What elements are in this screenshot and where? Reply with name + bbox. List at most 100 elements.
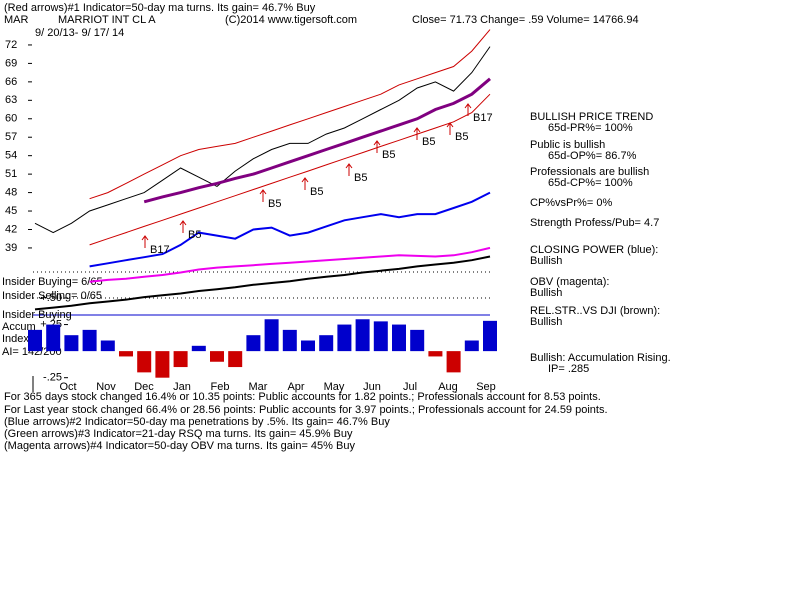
y-tick-label: 45	[5, 205, 17, 217]
x-tick-label: Nov	[96, 381, 116, 393]
accum-bar	[210, 351, 224, 362]
x-tick-label: Jul	[403, 381, 417, 393]
footer-line: (Green arrows)#3 Indicator=21-day RSQ ma…	[4, 428, 353, 440]
signal-arrow	[464, 103, 472, 116]
status-text: REL.STR..VS DJI (brown):	[530, 305, 660, 317]
signal-arrow	[301, 177, 309, 190]
accum-bar	[46, 324, 61, 352]
accum-bar	[373, 321, 388, 352]
symbol: MAR	[4, 14, 29, 26]
y-tick-label: 54	[5, 150, 17, 162]
series-line	[34, 46, 491, 234]
y-tick-label: 72	[5, 39, 17, 51]
accum-bar	[355, 319, 370, 352]
accum-bar	[82, 329, 97, 352]
accum-bar	[282, 329, 297, 352]
signal-arrow	[413, 127, 421, 140]
status-text: BULLISH PRICE TREND	[530, 111, 653, 123]
x-tick-label: Jan	[173, 381, 191, 393]
series-line	[89, 93, 491, 246]
status-text: 65d-PR%= 100%	[548, 122, 633, 134]
accum-bar	[246, 335, 261, 352]
accum-bar	[191, 345, 206, 352]
accum-bar	[119, 351, 133, 357]
series-line	[89, 29, 491, 200]
x-tick-label: Aug	[438, 381, 458, 393]
series-line	[143, 77, 491, 204]
copyright: (C)2014 www.tigersoft.com	[225, 14, 357, 26]
y-tick-label: 69	[5, 57, 17, 69]
x-tick-label: Sep	[476, 381, 496, 393]
insider-text: Insider Buying= 6/65	[2, 276, 103, 288]
status-text: Strength Profess/Pub= 4.7	[530, 217, 659, 229]
status-text: CP%vsPr%= 0%	[530, 197, 612, 209]
signal-label: B5	[382, 149, 395, 161]
signal-arrow	[446, 122, 454, 135]
signal-label: B5	[268, 198, 281, 210]
x-tick-label: Apr	[287, 381, 304, 393]
accum-bar	[410, 329, 425, 352]
y-tick-label: 60	[5, 113, 17, 125]
status-text: IP= .285	[548, 363, 589, 375]
footer-line: (Magenta arrows)#4 Indicator=50-day OBV …	[4, 440, 355, 452]
signal-arrow	[259, 189, 267, 202]
accum-bar	[100, 340, 115, 352]
x-tick-label: Dec	[134, 381, 154, 393]
status-text: Public is bullish	[530, 139, 605, 151]
status-text: 65d-CP%= 100%	[548, 177, 633, 189]
signal-label: B17	[473, 112, 493, 124]
footer-line: (Blue arrows)#2 Indicator=50-day ma pene…	[4, 416, 390, 428]
accum-bar	[446, 351, 461, 373]
insider-text: Accum	[2, 321, 36, 333]
date-range: 9/ 20/13- 9/ 17/ 14	[35, 27, 124, 39]
status-text: Bullish	[530, 287, 562, 299]
status-text: 65d-OP%= 86.7%	[548, 150, 637, 162]
y-tick-label: 63	[5, 94, 17, 106]
accum-bar	[392, 324, 406, 352]
status-text: Bullish: Accumulation Rising.	[530, 352, 671, 364]
status-text: Professionals are bullish	[530, 166, 649, 178]
accum-tick-label: -.25	[43, 372, 62, 384]
header-line: (Red arrows)#1 Indicator=50-day ma turns…	[4, 2, 316, 14]
insider-text: Index	[2, 333, 29, 345]
signal-label: B5	[455, 131, 468, 143]
accum-bar	[137, 351, 152, 373]
signal-label: B5	[422, 136, 435, 148]
y-tick-label: 42	[5, 223, 17, 235]
status-text: CLOSING POWER (blue):	[530, 244, 658, 256]
status-text: Bullish	[530, 316, 562, 328]
series-line	[34, 255, 491, 311]
accum-bar	[464, 340, 479, 352]
y-tick-label: 51	[5, 168, 17, 180]
quote: Close= 71.73 Change= .59 Volume= 14766.9…	[412, 14, 639, 26]
accum-bar	[483, 320, 497, 352]
signal-label: B5	[310, 186, 323, 198]
accum-bar	[155, 351, 170, 378]
footer-line: For Last year stock changed 66.4% or 28.…	[4, 404, 608, 416]
accum-tick-label: +.50	[40, 292, 62, 304]
y-tick-label: 57	[5, 131, 17, 143]
insider-text: Insider Selling= 0/65	[2, 290, 102, 302]
signal-arrow	[141, 235, 149, 248]
accum-bar	[319, 335, 334, 352]
accum-bar	[337, 324, 352, 352]
accum-bar	[428, 351, 443, 357]
x-tick-label: Feb	[211, 381, 230, 393]
signal-arrow	[373, 140, 381, 153]
accum-bar	[28, 329, 42, 352]
accum-bar	[228, 351, 243, 368]
signal-arrow	[179, 220, 187, 233]
footer-line: For 365 days stock changed 16.4% or 10.3…	[4, 391, 601, 403]
status-text: OBV (magenta):	[530, 276, 609, 288]
company: MARRIOT INT CL A	[58, 14, 156, 26]
status-text: Bullish	[530, 255, 562, 267]
x-tick-label: Mar	[249, 381, 268, 393]
accum-bar	[264, 319, 279, 352]
signal-label: B5	[354, 172, 367, 184]
signal-arrow	[345, 163, 353, 176]
y-tick-label: 48	[5, 186, 17, 198]
y-tick-label: 66	[5, 76, 17, 88]
accum-bar	[301, 340, 315, 352]
insider-text: Insider Buying	[2, 309, 72, 321]
